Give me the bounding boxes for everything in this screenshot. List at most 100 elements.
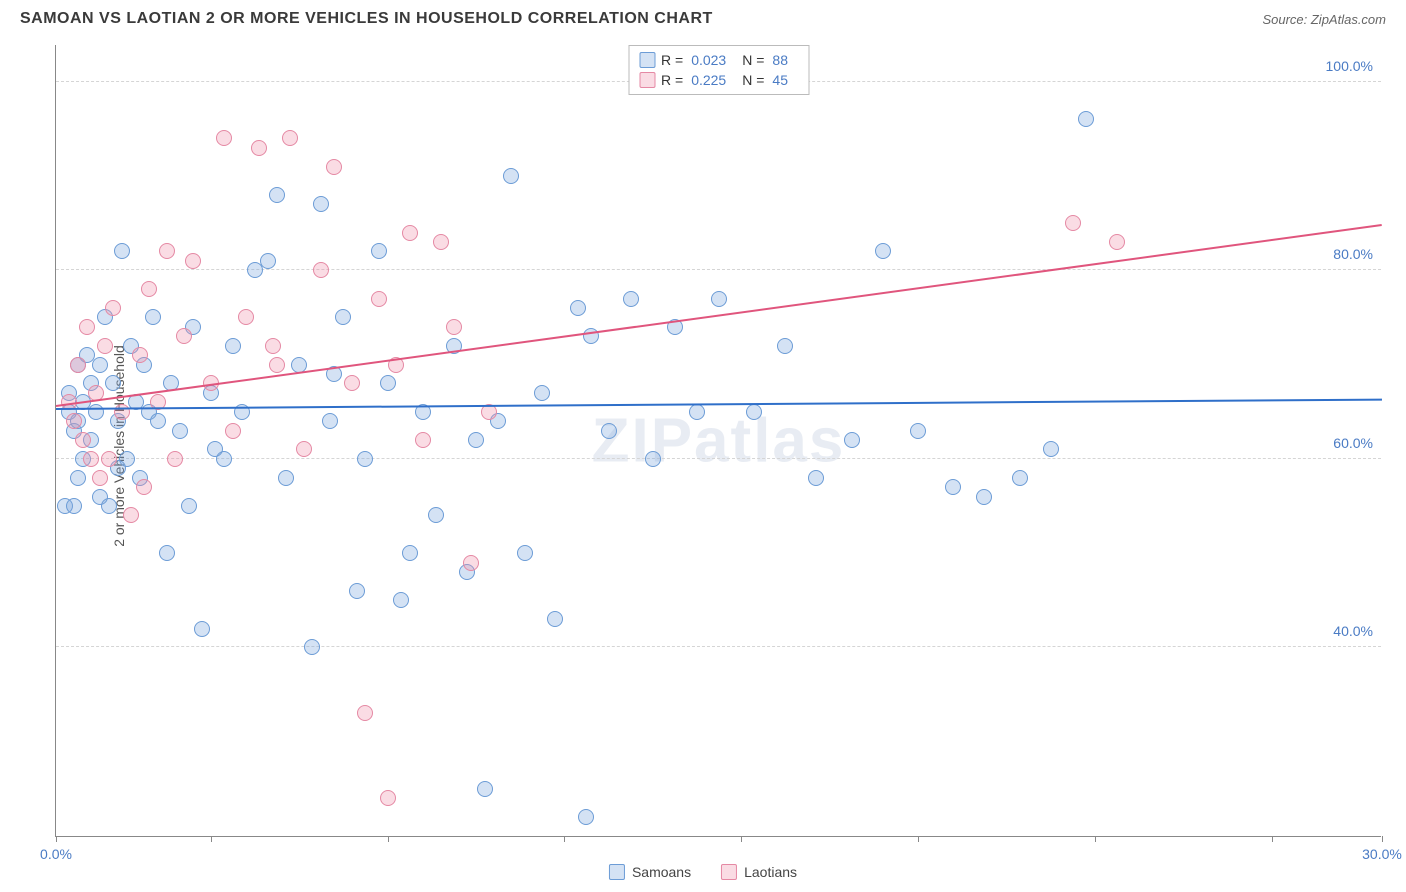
data-point [159,243,175,259]
xtick-label: 30.0% [1362,846,1402,862]
n-label: N = [742,52,764,68]
data-point [1109,234,1125,250]
xtick [918,836,919,842]
data-point [534,385,550,401]
data-point [132,347,148,363]
data-point [711,291,727,307]
data-point [402,225,418,241]
data-point [159,545,175,561]
swatch-samoans [639,52,655,68]
data-point [746,404,762,420]
xtick [56,836,57,842]
data-point [468,432,484,448]
data-point [415,432,431,448]
data-point [296,441,312,457]
data-point [371,243,387,259]
gridline [56,646,1381,647]
data-point [70,470,86,486]
trend-line [56,224,1382,407]
data-point [145,309,161,325]
source-prefix: Source: [1262,12,1310,27]
data-point [503,168,519,184]
data-point [265,338,281,354]
correlation-legend: R = 0.023 N = 88 R = 0.225 N = 45 [628,45,809,95]
data-point [623,291,639,307]
data-point [313,262,329,278]
legend-item-samoans: Samoans [609,864,691,880]
data-point [278,470,294,486]
data-point [92,470,108,486]
data-point [326,159,342,175]
data-point [176,328,192,344]
data-point [172,423,188,439]
data-point [167,451,183,467]
data-point [428,507,444,523]
xtick [1272,836,1273,842]
data-point [150,413,166,429]
xtick [741,836,742,842]
legend-row-samoans: R = 0.023 N = 88 [639,50,798,70]
data-point [101,451,117,467]
chart-header: SAMOAN VS LAOTIAN 2 OR MORE VEHICLES IN … [20,10,1386,28]
data-point [344,375,360,391]
swatch-laotians [721,864,737,880]
data-point [463,555,479,571]
ytick-label: 80.0% [1333,246,1373,262]
data-point [97,338,113,354]
source-name: ZipAtlas.com [1311,12,1386,27]
n-value-samoans: 88 [772,52,788,68]
data-point [238,309,254,325]
data-point [808,470,824,486]
data-point [114,243,130,259]
data-point [393,592,409,608]
r-value-laotians: 0.225 [691,72,726,88]
data-point [79,319,95,335]
trend-line [56,399,1382,410]
data-point [357,451,373,467]
data-point [601,423,617,439]
data-point [371,291,387,307]
ytick-label: 40.0% [1333,623,1373,639]
data-point [570,300,586,316]
data-point [181,498,197,514]
data-point [251,140,267,156]
data-point [225,338,241,354]
data-point [260,253,276,269]
xtick [388,836,389,842]
data-point [304,639,320,655]
data-point [844,432,860,448]
data-point [185,253,201,269]
data-point [83,451,99,467]
data-point [141,281,157,297]
swatch-laotians [639,72,655,88]
data-point [105,375,121,391]
data-point [517,545,533,561]
data-point [322,413,338,429]
data-point [689,404,705,420]
data-point [1065,215,1081,231]
swatch-samoans [609,864,625,880]
data-point [75,432,91,448]
legend-label-laotians: Laotians [744,864,797,880]
data-point [547,611,563,627]
data-point [875,243,891,259]
data-point [216,130,232,146]
data-point [477,781,493,797]
data-point [66,413,82,429]
legend-label-samoans: Samoans [632,864,691,880]
data-point [207,441,223,457]
gridline [56,458,1381,459]
data-point [402,545,418,561]
data-point [123,507,139,523]
n-label: N = [742,72,764,88]
data-point [194,621,210,637]
data-point [446,319,462,335]
data-point [225,423,241,439]
legend-item-laotians: Laotians [721,864,797,880]
data-point [1078,111,1094,127]
xtick [1382,836,1383,842]
ytick-label: 60.0% [1333,435,1373,451]
data-point [349,583,365,599]
chart-title: SAMOAN VS LAOTIAN 2 OR MORE VEHICLES IN … [20,10,713,28]
series-legend: Samoans Laotians [609,864,797,880]
